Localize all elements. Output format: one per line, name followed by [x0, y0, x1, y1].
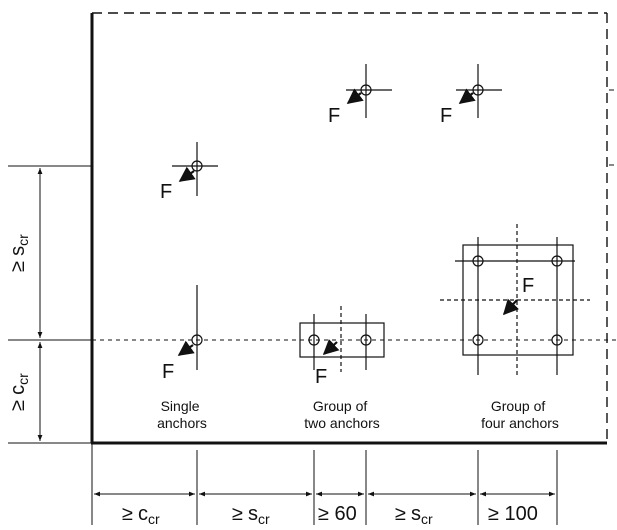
dim-label-s-cr: ≥ scr — [232, 503, 270, 527]
left-dimensions — [8, 165, 92, 444]
force-label: F — [522, 275, 534, 297]
force-arrow — [458, 88, 476, 104]
single-anchor-lower — [191, 285, 203, 370]
anchor-top-right — [456, 64, 502, 118]
anchor-top-middle — [346, 64, 392, 118]
concrete-member — [90, 12, 614, 445]
force-arrow — [322, 338, 340, 356]
dim-label-c-cr-vertical: ≥ccr — [7, 373, 31, 411]
force-label: F — [328, 105, 340, 127]
caption-group-two: Group of two anchors — [304, 398, 379, 431]
force-label: F — [162, 361, 174, 383]
group-two-anchors — [299, 306, 385, 372]
dim-label-100: ≥ 100 — [488, 503, 538, 525]
group-four-anchors — [440, 224, 590, 375]
dim-label-c-cr: ≥ ccr — [122, 503, 160, 527]
caption-single-anchors: Single anchors — [157, 398, 207, 431]
anchor-upper-left — [172, 142, 218, 196]
caption-group-four: Group of four anchors — [481, 398, 559, 431]
force-arrow — [177, 340, 195, 356]
anchor-plate — [299, 322, 385, 358]
force-arrow — [346, 88, 364, 104]
force-arrow — [502, 298, 520, 316]
force-arrow — [178, 166, 196, 182]
force-label: F — [160, 181, 172, 203]
dim-label-s-cr-vertical: ≥scr — [7, 234, 31, 272]
bottom-dimensions — [91, 443, 558, 525]
dim-label-60: ≥ 60 — [318, 503, 357, 525]
dim-label-s-cr: ≥ scr — [395, 503, 433, 527]
force-label: F — [315, 366, 327, 388]
force-label: F — [440, 105, 452, 127]
